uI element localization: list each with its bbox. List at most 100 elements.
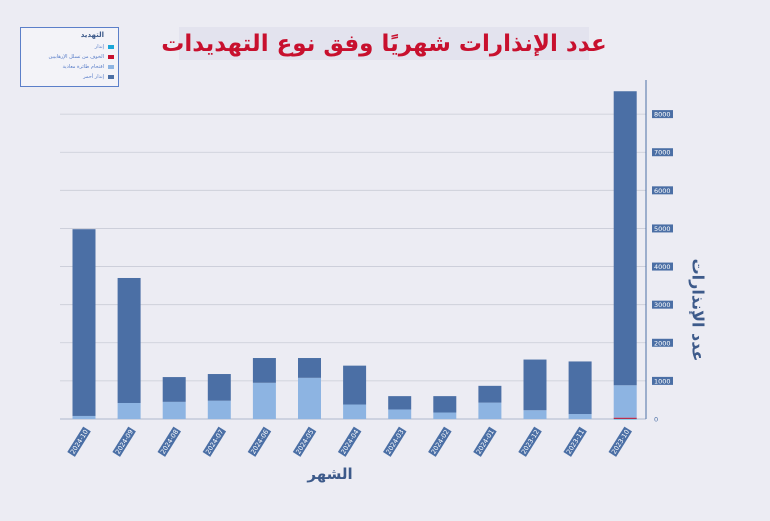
bar-segment [162,377,186,402]
x-tick-label: 2024-05 [294,428,315,455]
chart-title-box: عدد الإنذارات شهريًا وفق نوع التهديدات [161,27,607,60]
x-tick-badge [337,426,362,457]
bar-segment [388,396,412,410]
y-tick-badge [652,148,673,157]
x-tick-labels: 2024-10 2024-09 2024-08 2024-07 2024-06 2024-… [67,426,633,457]
bar-segment [117,277,141,403]
chart-title: عدد الإنذارات شهريًا وفق نوع التهديدات [161,30,607,57]
x-tick-badge [518,426,542,457]
bar-segment [117,402,141,419]
x-tick: 2024-02 [428,426,452,457]
legend-label: الخوف من تسلل الإرهابيين [48,54,104,60]
y-tick-label: 2000 [654,339,671,347]
x-tick-badge [112,426,136,457]
x-tick: 2024-05 [292,426,317,457]
y-tick-label: 3000 [654,301,671,309]
bar-segment [568,414,592,419]
x-tick: 2024-03 [382,426,407,457]
legend-swatch [108,45,114,49]
x-tick-badge [247,426,272,457]
bar-segment [478,402,502,419]
y-tick-badge [652,338,673,347]
x-tick-label: 2023-11 [565,428,586,455]
legend-item: الخوف من تسلل الإرهابيين [49,53,114,61]
bar-segment [523,410,547,419]
x-tick-badge [67,426,91,457]
bar-segment [568,361,592,415]
bar-segment [343,365,367,405]
legend-swatch [108,65,114,69]
bars-group [72,91,637,420]
bar-segment [523,359,547,411]
legend: التهديد إنذار الخوف من تسلل الإرهابيين اقت… [20,27,119,87]
bar-segment [252,382,276,419]
x-tick-badge [428,426,452,457]
x-tick-badge [382,426,407,457]
y-tick-badge [652,262,673,271]
x-tick-label: 2024-08 [159,428,180,455]
bar-segment [207,400,231,419]
legend-swatch [108,75,114,79]
x-tick: 2023-11 [563,426,587,457]
x-tick-label: 2024-07 [204,428,225,455]
bar-segment [298,377,321,419]
bar-segment [298,358,321,378]
bar-segment [72,229,96,416]
y-tick-badge [652,224,673,233]
x-axis-label: الشهر [307,465,353,483]
y-axis-label-box: عدد الإنذارات [688,250,708,370]
legend-title: التهديد [80,31,104,39]
bar-segment [343,404,367,419]
bar-segment [388,409,412,419]
bar-segment [433,396,457,413]
x-tick: 2023-12 [518,426,542,457]
x-tick-label: 2024-02 [430,428,451,455]
x-tick: 2024-10 [67,426,91,457]
y-tick-labels: 0 1000 2000 3000 4000 5000 6000 7000 8000 [652,110,673,424]
x-tick-label: 2024-10 [69,428,90,455]
x-tick-label: 2024-09 [114,428,135,455]
x-tick-badge [202,426,227,457]
legend-label: اقتحام طائرة معادية [62,64,105,70]
x-tick: 2024-09 [112,426,136,457]
x-tick-badge [292,426,317,457]
x-tick-label: 2024-06 [249,428,270,455]
y-tick-label: 0 [654,416,658,424]
legend-item: اقتحام طائرة معادية [62,63,114,71]
bar-segment [613,417,637,419]
bar-segment [72,415,96,419]
y-axis-label: عدد الإنذارات [688,258,708,362]
bar-segment [613,385,637,418]
x-tick: 2024-07 [202,426,227,457]
bar-segment [162,401,186,419]
bar-segment [252,358,276,383]
legend-swatch [108,55,114,59]
x-tick-label: 2024-04 [339,428,360,455]
bar-segment [613,91,637,386]
x-tick: 2024-01 [473,426,497,457]
legend-item: إنذار [95,43,114,51]
x-tick: 2023-10 [608,426,633,457]
bar-segment [207,374,231,401]
x-tick: 2024-04 [337,426,362,457]
x-tick-label: 2023-12 [520,428,541,455]
y-tick-badge [652,186,673,195]
bar-segment [478,385,502,403]
x-tick-label: 2024-03 [384,428,405,455]
legend-label: إنذار [94,44,104,50]
y-tick-label: 5000 [654,225,671,233]
y-tick-badge [652,300,673,309]
y-tick-badge [652,110,673,119]
y-tick-label: 6000 [654,187,671,195]
x-tick-badge [563,426,587,457]
y-tick-label: 8000 [654,111,671,119]
x-tick-badge [157,426,182,457]
x-tick: 2024-08 [157,426,182,457]
bar-segment [433,412,457,419]
x-tick: 2024-06 [247,426,272,457]
grid-lines [60,113,646,420]
x-tick-label: 2024-01 [475,428,496,455]
y-tick-label: 7000 [654,149,671,157]
x-tick-label: 2023-10 [610,428,631,455]
